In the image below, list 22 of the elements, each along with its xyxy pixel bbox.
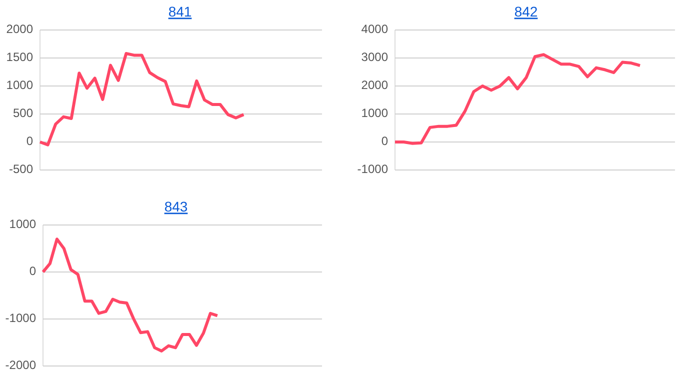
chart-title: 843: [164, 198, 188, 215]
y-tick-label: 0: [381, 134, 388, 148]
y-tick-label: 1000: [9, 217, 36, 232]
y-tick-label: -500: [8, 162, 34, 176]
y-tick-label: 1500: [6, 50, 34, 64]
line-series: [394, 53, 642, 145]
y-tick-label: 4000: [361, 22, 388, 36]
chart-title: 841: [168, 4, 192, 20]
line-series: [38, 52, 246, 146]
y-tick-label: 3000: [361, 50, 388, 64]
y-tick-label: 0: [26, 134, 34, 148]
y-tick-label: -2000: [5, 358, 36, 372]
y-tick-label: -1000: [357, 162, 388, 176]
y-tick-label: -1000: [5, 311, 36, 326]
y-tick-label: 2000: [6, 22, 34, 36]
y-tick-label: 2000: [361, 78, 388, 92]
y-tick-label: 0: [29, 264, 36, 278]
line-series: [42, 238, 219, 352]
chart-title: 842: [514, 4, 538, 20]
y-tick-label: 1000: [6, 78, 34, 92]
y-tick-label: 1000: [361, 106, 388, 120]
y-tick-label: 500: [12, 106, 34, 120]
